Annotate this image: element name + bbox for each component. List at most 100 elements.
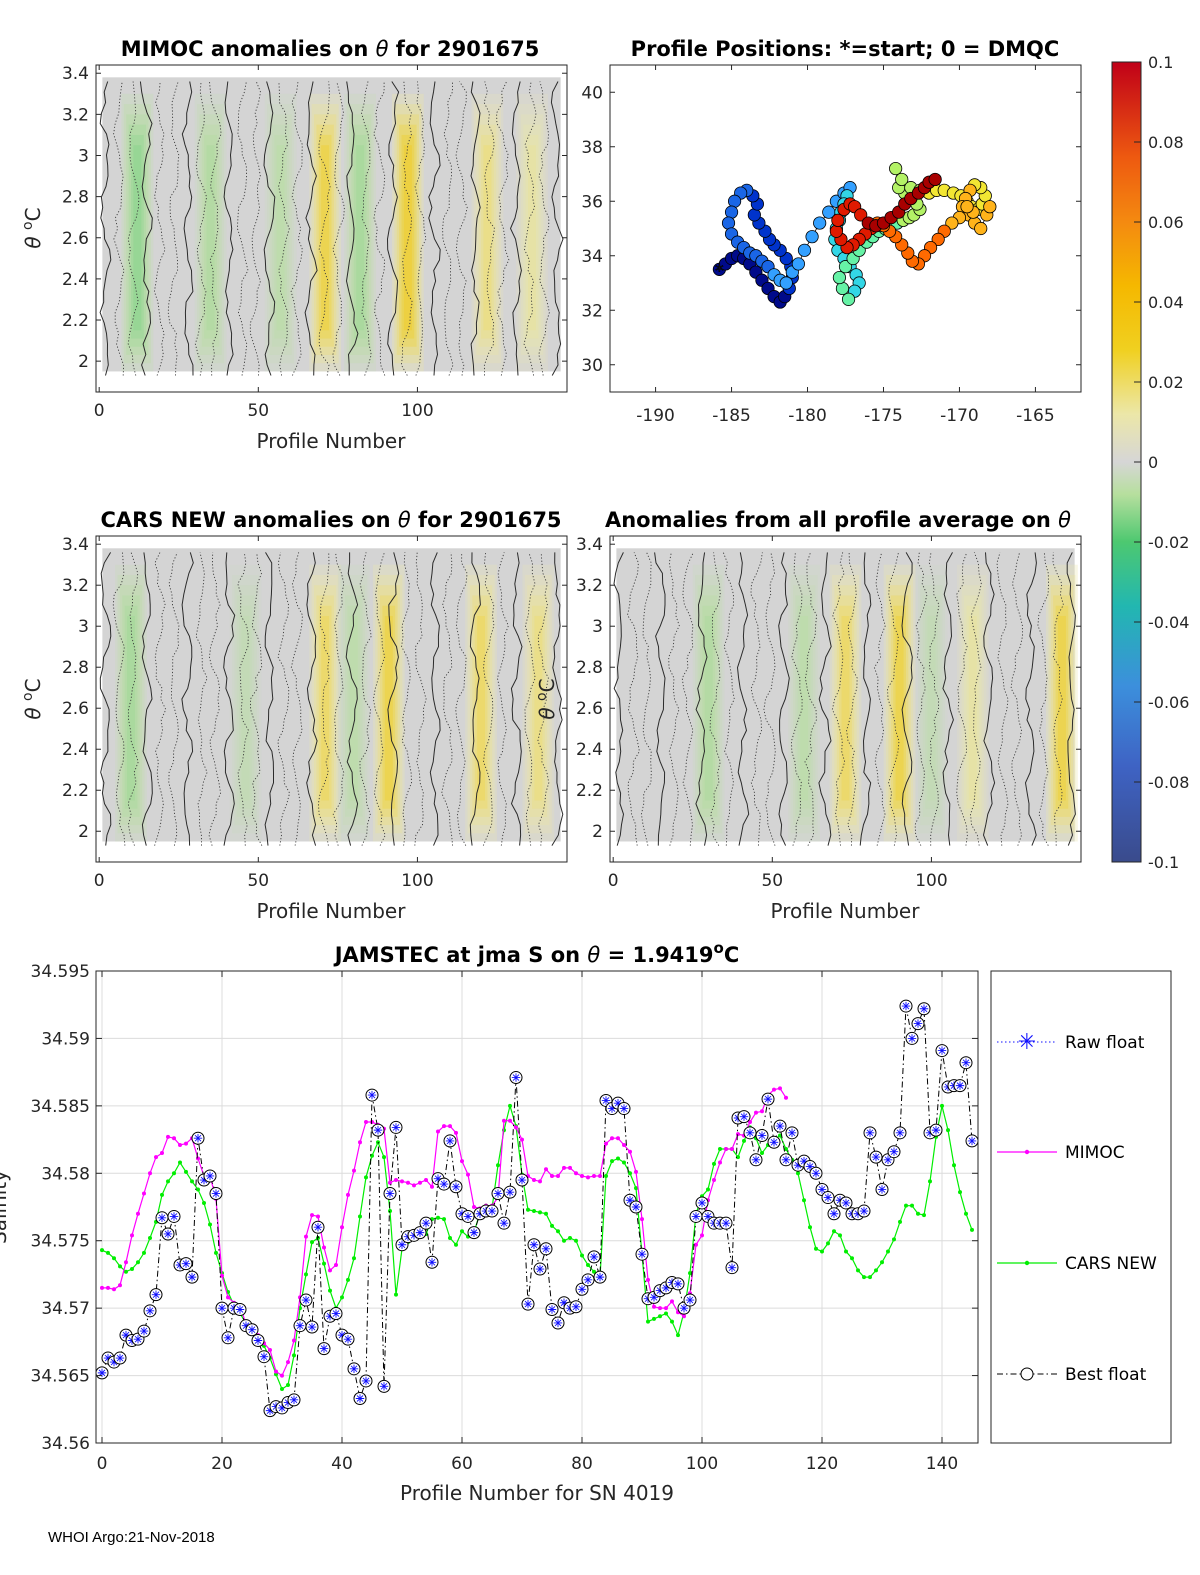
- anomaly-band: [274, 134, 287, 339]
- mimoc-point: [310, 1213, 314, 1218]
- raw-float-point: [151, 1290, 161, 1299]
- anomaly-band: [922, 595, 941, 817]
- profile-position: [895, 172, 909, 187]
- contour-negative: [873, 552, 886, 846]
- cars-point: [604, 1173, 608, 1178]
- mimoc-point: [160, 1151, 164, 1156]
- contour-negative: [208, 552, 222, 846]
- mimoc-point: [184, 1141, 188, 1146]
- anomaly-band: [206, 145, 215, 331]
- anomaly-band: [401, 134, 415, 339]
- y-tick-label: 34.565: [31, 1367, 90, 1387]
- raw-float-point: [769, 1138, 779, 1147]
- contour-negative: [249, 81, 261, 376]
- profile-position: [935, 0, 947, 6]
- anomaly-band: [702, 605, 716, 809]
- raw-float-point: [517, 1175, 527, 1185]
- cars-point: [448, 1236, 452, 1241]
- mimoc-point: [538, 1179, 542, 1184]
- anomaly-band: [895, 615, 904, 801]
- raw-float-point: [145, 1306, 155, 1316]
- contour-positive: [510, 552, 523, 846]
- contour-negative: [441, 552, 454, 846]
- cars-point: [802, 1198, 806, 1203]
- contour-positive: [223, 81, 234, 376]
- x-tick-label: 0: [608, 871, 619, 891]
- anomaly-band: [264, 93, 297, 372]
- profile-position: [724, 205, 739, 219]
- cars-point: [868, 1275, 872, 1280]
- heatmap-base-field: [102, 548, 561, 842]
- raw-float-point: [115, 1353, 125, 1363]
- start-marker-icon: *: [715, 261, 724, 281]
- anomaly-band: [127, 615, 135, 801]
- cars-point: [958, 1190, 962, 1195]
- raw-float-point: [103, 1353, 113, 1363]
- profile-position: [779, 276, 793, 290]
- profile-position: [747, 208, 761, 222]
- contour-negative: [928, 552, 940, 846]
- profile-position: [931, 232, 945, 246]
- raw-float-point: [883, 1155, 893, 1164]
- cars-point: [580, 1253, 584, 1258]
- mimoc-point: [394, 1178, 398, 1183]
- average-title: Anomalies from all profile average on θ: [605, 508, 1071, 532]
- contour-negative: [401, 552, 412, 846]
- raw-float-point: [925, 1128, 935, 1138]
- cars-point: [142, 1250, 146, 1255]
- colorbar-tick-label: 0: [1148, 453, 1158, 472]
- mimoc-point: [430, 1184, 434, 1189]
- cars-point: [118, 1264, 122, 1269]
- raw-float-point: [691, 1212, 701, 1221]
- anomaly-band: [241, 615, 250, 801]
- mimoc-point: [502, 1118, 506, 1123]
- raw-float-point: [247, 1325, 257, 1334]
- cars-point: [940, 1103, 944, 1108]
- raw-float-point: [577, 1285, 587, 1294]
- mimoc-point: [346, 1192, 350, 1197]
- cars-point: [280, 1387, 284, 1392]
- mimoc-point: [178, 1142, 182, 1147]
- contour-negative: [359, 552, 372, 846]
- colorbar-tick-label: -0.08: [1148, 773, 1189, 792]
- anomaly-band: [124, 605, 138, 809]
- profile-position: [941, 0, 953, 6]
- raw-float-point: [283, 1398, 293, 1407]
- raw-float-point: [811, 1169, 821, 1178]
- contour-positive: [613, 552, 625, 846]
- cars-point: [676, 1333, 680, 1338]
- profile-position: [797, 243, 812, 257]
- mimoc-ticks: 0 50 100 3.4 3.2 3 2.8 2.6 2.4 2.2 2: [62, 64, 567, 421]
- raw-float-point: [655, 1286, 665, 1295]
- anomaly-band: [344, 93, 377, 372]
- raw-float-point: [745, 1128, 755, 1138]
- mimoc-point: [112, 1287, 116, 1292]
- mimoc-point: [358, 1140, 362, 1145]
- raw-float-point: [541, 1244, 551, 1254]
- average-ylabel: θ oC: [534, 678, 559, 719]
- anomaly-band: [831, 574, 860, 834]
- raw-float-point: [535, 1264, 545, 1274]
- cars-point: [574, 1238, 578, 1243]
- anomaly-band: [115, 564, 147, 842]
- anomaly-band: [321, 615, 330, 801]
- raw-float-point: [211, 1189, 221, 1198]
- profile-position: [791, 257, 806, 271]
- raw-float-point: [331, 1309, 341, 1318]
- y-tick-label: 2.2: [62, 781, 89, 801]
- raw-float-point: [193, 1134, 203, 1143]
- mimoc-point: [136, 1211, 140, 1216]
- mimoc-point: [226, 1295, 230, 1300]
- anomaly-band: [839, 605, 852, 809]
- cars-point: [358, 1214, 362, 1219]
- x-tick-label: 0: [94, 871, 105, 891]
- profile-position: [813, 216, 827, 230]
- x-tick-label: -170: [940, 406, 979, 426]
- mimoc-point: [772, 1087, 776, 1092]
- anomaly-band: [349, 615, 358, 801]
- anomaly-band: [276, 145, 285, 331]
- anomaly-band: [121, 93, 154, 372]
- mimoc-point: [130, 1233, 134, 1238]
- mimoc-point: [448, 1124, 452, 1129]
- x-tick-label: 0: [94, 401, 105, 421]
